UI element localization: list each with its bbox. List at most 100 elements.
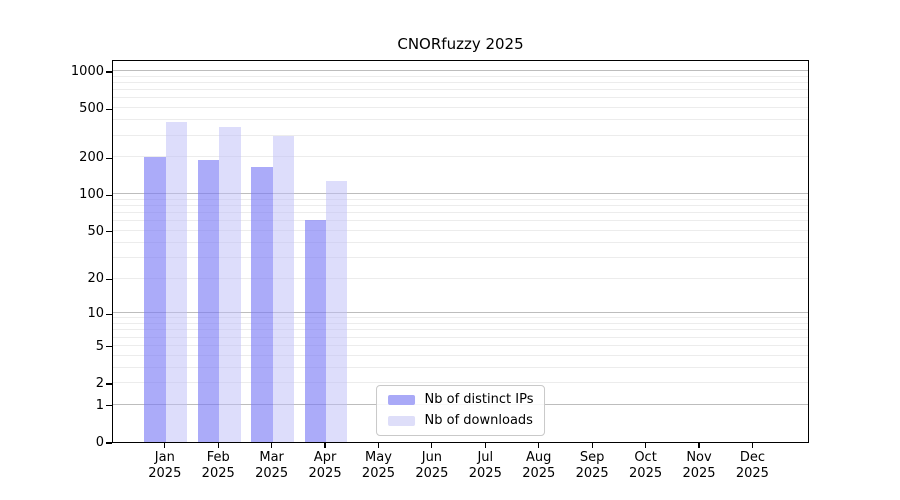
x-tick-mark (431, 443, 433, 448)
y-tick-label: 1000 (70, 63, 104, 79)
legend-swatch-downloads (387, 416, 415, 426)
y-tick-mark (106, 157, 112, 159)
minor-gridline (113, 336, 808, 338)
minor-gridline (113, 354, 808, 356)
y-tick-mark (106, 194, 112, 196)
x-tick-year: 2025 (575, 466, 609, 481)
x-tick-mark (324, 443, 326, 448)
y-tick-mark (106, 346, 112, 348)
x-tick-label: Jun 2025 (392, 450, 472, 482)
bar-nb-of-downloads (165, 121, 188, 442)
minor-gridline (113, 134, 808, 136)
grid-layer (113, 61, 808, 442)
y-tick-label: 5 (95, 338, 104, 354)
x-tick-label: Jul 2025 (445, 450, 525, 482)
y-tick-label: 2 (95, 376, 104, 391)
legend-swatch-distinct-ips (387, 395, 415, 405)
x-tick-mark (377, 443, 380, 448)
minor-gridline (113, 329, 808, 331)
minor-gridline (113, 241, 808, 243)
x-tick-year: 2025 (201, 466, 235, 481)
minor-gridline (113, 89, 808, 91)
y-tick-mark (106, 383, 112, 385)
minor-gridline (113, 382, 808, 384)
y-tick-mark (106, 278, 112, 281)
x-tick-mark (751, 443, 753, 448)
x-tick-label: Mar 2025 (232, 450, 312, 482)
y-tick-mark (106, 313, 112, 315)
major-gridline (113, 312, 808, 314)
x-tick-year: 2025 (308, 466, 342, 481)
minor-gridline (113, 256, 808, 258)
chart-title: CNORfuzzy 2025 (397, 35, 524, 53)
bars-layer (113, 61, 808, 442)
bar-nb-of-downloads (219, 127, 241, 442)
minor-gridline (113, 75, 808, 77)
x-tick-mark (591, 443, 593, 448)
legend-item-distinct-ips: Nb of distinct IPs (387, 392, 534, 407)
x-tick-mark (217, 443, 219, 448)
y-tick-mark (106, 405, 112, 407)
bar-nb-of-distinct-ips (197, 160, 220, 442)
x-tick-label: Feb 2025 (178, 450, 258, 482)
y-tick-mark (106, 442, 112, 444)
x-tick-mark (644, 443, 647, 448)
y-tick-label: 20 (87, 271, 104, 287)
x-tick-year: 2025 (148, 466, 182, 481)
minor-gridline (113, 229, 808, 231)
x-tick-label: Sep 2025 (552, 450, 632, 482)
x-tick-mark (538, 443, 540, 448)
x-tick-year: 2025 (629, 466, 663, 481)
minor-gridline (113, 205, 808, 207)
y-tick-label: 100 (79, 187, 104, 203)
minor-gridline (113, 317, 808, 319)
x-tick-year: 2025 (415, 466, 449, 481)
bar-nb-of-downloads (326, 181, 348, 442)
bar-nb-of-distinct-ips (251, 166, 273, 442)
minor-gridline (113, 366, 808, 368)
major-gridline (113, 69, 808, 71)
legend-item-downloads: Nb of downloads (387, 413, 534, 428)
x-tick-label: May 2025 (338, 450, 418, 482)
minor-gridline (113, 156, 808, 158)
major-gridline (113, 193, 808, 195)
y-tick-mark (106, 71, 112, 73)
x-tick-label: Dec 2025 (712, 450, 792, 482)
minor-gridline (113, 344, 808, 346)
y-tick-mark (106, 108, 112, 110)
y-tick-label: 1 (95, 397, 104, 413)
legend: Nb of distinct IPs Nb of downloads (375, 385, 546, 436)
minor-gridline (113, 323, 808, 325)
x-tick-label: Jan 2025 (125, 450, 205, 482)
x-tick-year: 2025 (522, 466, 556, 481)
minor-gridline (113, 198, 808, 200)
minor-gridline (113, 277, 808, 279)
y-tick-label: 50 (87, 223, 104, 239)
bar-nb-of-distinct-ips (144, 156, 166, 442)
y-tick-label: 200 (79, 150, 104, 166)
x-tick-year: 2025 (255, 466, 289, 481)
minor-gridline (113, 107, 808, 109)
y-tick-label: 500 (79, 101, 104, 117)
bar-nb-of-downloads (272, 135, 295, 442)
x-tick-year: 2025 (682, 466, 716, 481)
y-tick-label: 10 (87, 306, 104, 322)
x-tick-mark (698, 443, 700, 448)
minor-gridline (113, 81, 808, 83)
x-tick-label: Aug 2025 (499, 450, 579, 482)
legend-label-distinct-ips: Nb of distinct IPs (424, 392, 534, 407)
x-tick-label: Apr 2025 (285, 450, 365, 482)
x-tick-label: Nov 2025 (659, 450, 739, 482)
y-tick-mark (106, 231, 112, 233)
legend-label-downloads: Nb of downloads (424, 413, 533, 428)
x-tick-mark (484, 443, 486, 448)
x-tick-year: 2025 (468, 466, 502, 481)
minor-gridline (113, 119, 808, 121)
minor-gridline (113, 220, 808, 222)
bar-nb-of-distinct-ips (304, 219, 327, 442)
x-tick-mark (271, 443, 273, 448)
plot-area: Nb of distinct IPs Nb of downloads (112, 60, 809, 443)
y-tick-label: 0 (95, 435, 104, 450)
minor-gridline (113, 212, 808, 214)
